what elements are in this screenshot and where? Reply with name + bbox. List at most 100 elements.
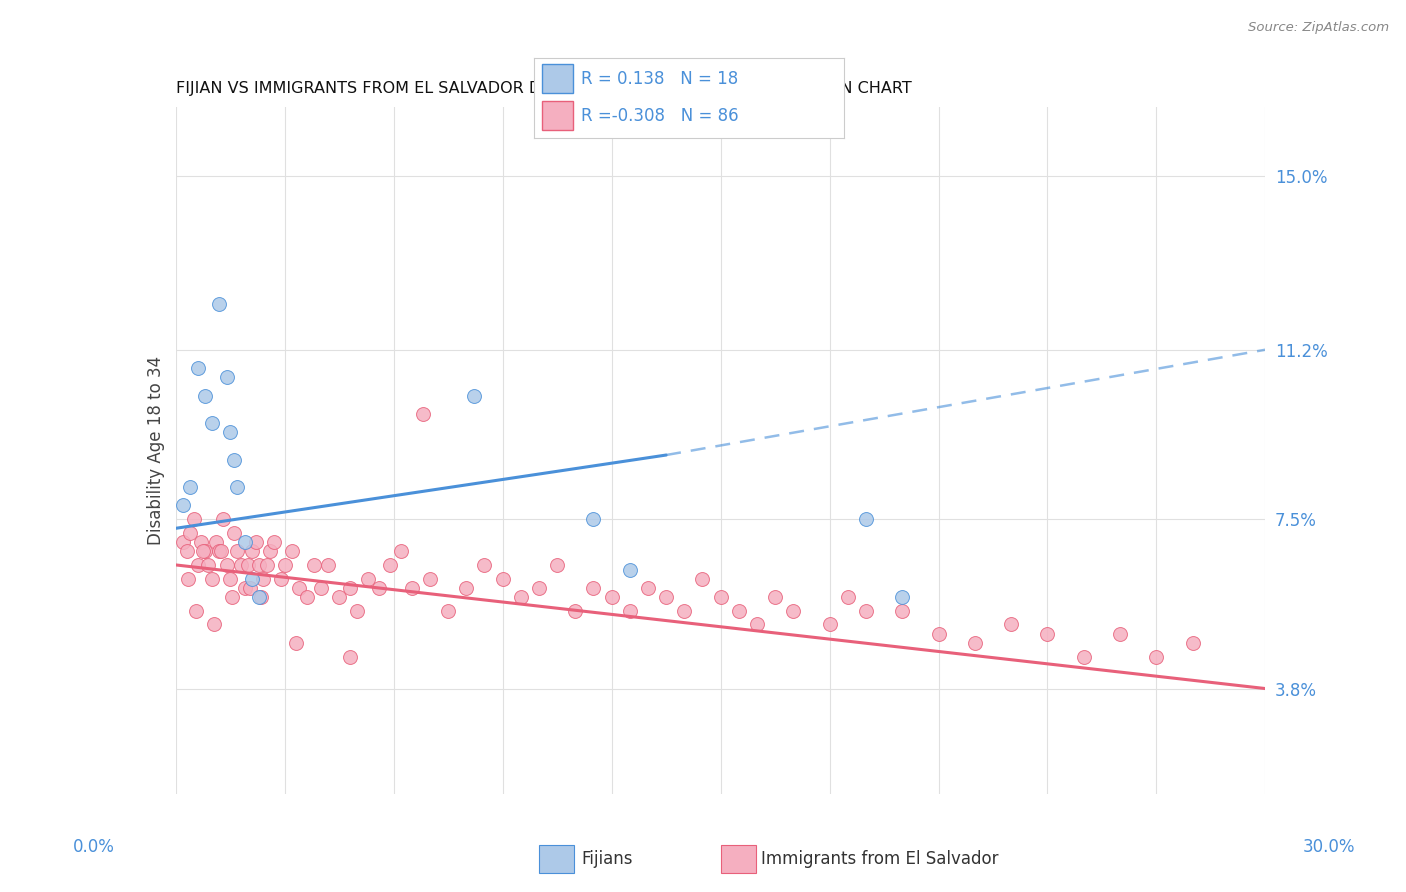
Point bbox=[891, 590, 914, 604]
Text: Immigrants from El Salvador: Immigrants from El Salvador bbox=[762, 850, 1000, 868]
Point bbox=[389, 544, 412, 558]
Point bbox=[456, 581, 478, 595]
FancyBboxPatch shape bbox=[538, 846, 574, 872]
Point bbox=[239, 581, 262, 595]
Point bbox=[582, 512, 605, 526]
Point bbox=[208, 544, 231, 558]
Point bbox=[270, 572, 292, 586]
Point bbox=[891, 604, 914, 618]
Point bbox=[619, 604, 641, 618]
Point bbox=[309, 581, 332, 595]
Point bbox=[655, 590, 678, 604]
Point bbox=[194, 544, 217, 558]
Point bbox=[637, 581, 659, 595]
Point bbox=[208, 297, 231, 311]
Point bbox=[186, 558, 209, 572]
Point bbox=[295, 590, 318, 604]
Point bbox=[727, 604, 749, 618]
Point bbox=[318, 558, 340, 572]
Point bbox=[177, 572, 200, 586]
FancyBboxPatch shape bbox=[541, 102, 574, 130]
Point bbox=[226, 544, 249, 558]
Point bbox=[818, 617, 841, 632]
Point bbox=[288, 581, 311, 595]
Point bbox=[837, 590, 859, 604]
Text: 30.0%: 30.0% bbox=[1302, 838, 1355, 856]
Point bbox=[419, 572, 441, 586]
Point bbox=[855, 604, 877, 618]
Text: FIJIAN VS IMMIGRANTS FROM EL SALVADOR DISABILITY AGE 18 TO 34 CORRELATION CHART: FIJIAN VS IMMIGRANTS FROM EL SALVADOR DI… bbox=[176, 81, 911, 96]
Point bbox=[233, 535, 256, 549]
Point bbox=[209, 544, 232, 558]
Point bbox=[492, 572, 515, 586]
Point bbox=[346, 604, 368, 618]
Point bbox=[437, 604, 460, 618]
Point bbox=[259, 544, 281, 558]
Point bbox=[401, 581, 423, 595]
Point bbox=[250, 590, 273, 604]
Point bbox=[186, 361, 209, 376]
Point bbox=[263, 535, 285, 549]
Point bbox=[219, 425, 242, 439]
Point bbox=[619, 562, 641, 576]
Point bbox=[600, 590, 623, 604]
Text: R = 0.138   N = 18: R = 0.138 N = 18 bbox=[581, 70, 738, 87]
Point bbox=[204, 535, 226, 549]
Point bbox=[412, 407, 434, 421]
Point bbox=[782, 604, 804, 618]
Point bbox=[368, 581, 391, 595]
Point bbox=[240, 572, 263, 586]
Point bbox=[221, 590, 243, 604]
Point bbox=[328, 590, 350, 604]
Point bbox=[247, 590, 270, 604]
Point bbox=[339, 581, 361, 595]
Point bbox=[855, 512, 877, 526]
FancyBboxPatch shape bbox=[541, 64, 574, 94]
Point bbox=[474, 558, 496, 572]
Point bbox=[222, 525, 245, 540]
Point bbox=[215, 370, 238, 384]
Point bbox=[928, 626, 950, 640]
Point bbox=[463, 388, 485, 402]
Point bbox=[201, 416, 224, 430]
Point bbox=[197, 558, 219, 572]
Point bbox=[176, 544, 198, 558]
Point bbox=[546, 558, 568, 572]
Point bbox=[564, 604, 586, 618]
Point bbox=[1073, 649, 1095, 664]
Point bbox=[202, 617, 225, 632]
Point bbox=[673, 604, 696, 618]
Point bbox=[222, 452, 245, 467]
Point bbox=[179, 525, 201, 540]
Point bbox=[1109, 626, 1132, 640]
Point bbox=[247, 558, 270, 572]
Point bbox=[190, 535, 212, 549]
Text: Fijians: Fijians bbox=[582, 850, 633, 868]
Point bbox=[233, 581, 256, 595]
Point bbox=[963, 636, 986, 650]
Point bbox=[745, 617, 768, 632]
Point bbox=[252, 572, 274, 586]
Point bbox=[172, 535, 194, 549]
Point bbox=[378, 558, 401, 572]
Point bbox=[191, 544, 214, 558]
Point bbox=[509, 590, 531, 604]
Point bbox=[245, 535, 267, 549]
Point bbox=[219, 572, 242, 586]
Point bbox=[357, 572, 380, 586]
Point bbox=[172, 499, 194, 513]
Point bbox=[274, 558, 297, 572]
Point bbox=[231, 558, 253, 572]
Point bbox=[339, 649, 361, 664]
Point bbox=[1146, 649, 1168, 664]
Point bbox=[692, 572, 714, 586]
Point bbox=[527, 581, 550, 595]
Point bbox=[284, 636, 307, 650]
Point bbox=[710, 590, 733, 604]
Point bbox=[226, 480, 249, 494]
Point bbox=[194, 388, 217, 402]
Point bbox=[256, 558, 278, 572]
Point bbox=[184, 604, 207, 618]
Point bbox=[179, 480, 201, 494]
Y-axis label: Disability Age 18 to 34: Disability Age 18 to 34 bbox=[146, 356, 165, 545]
